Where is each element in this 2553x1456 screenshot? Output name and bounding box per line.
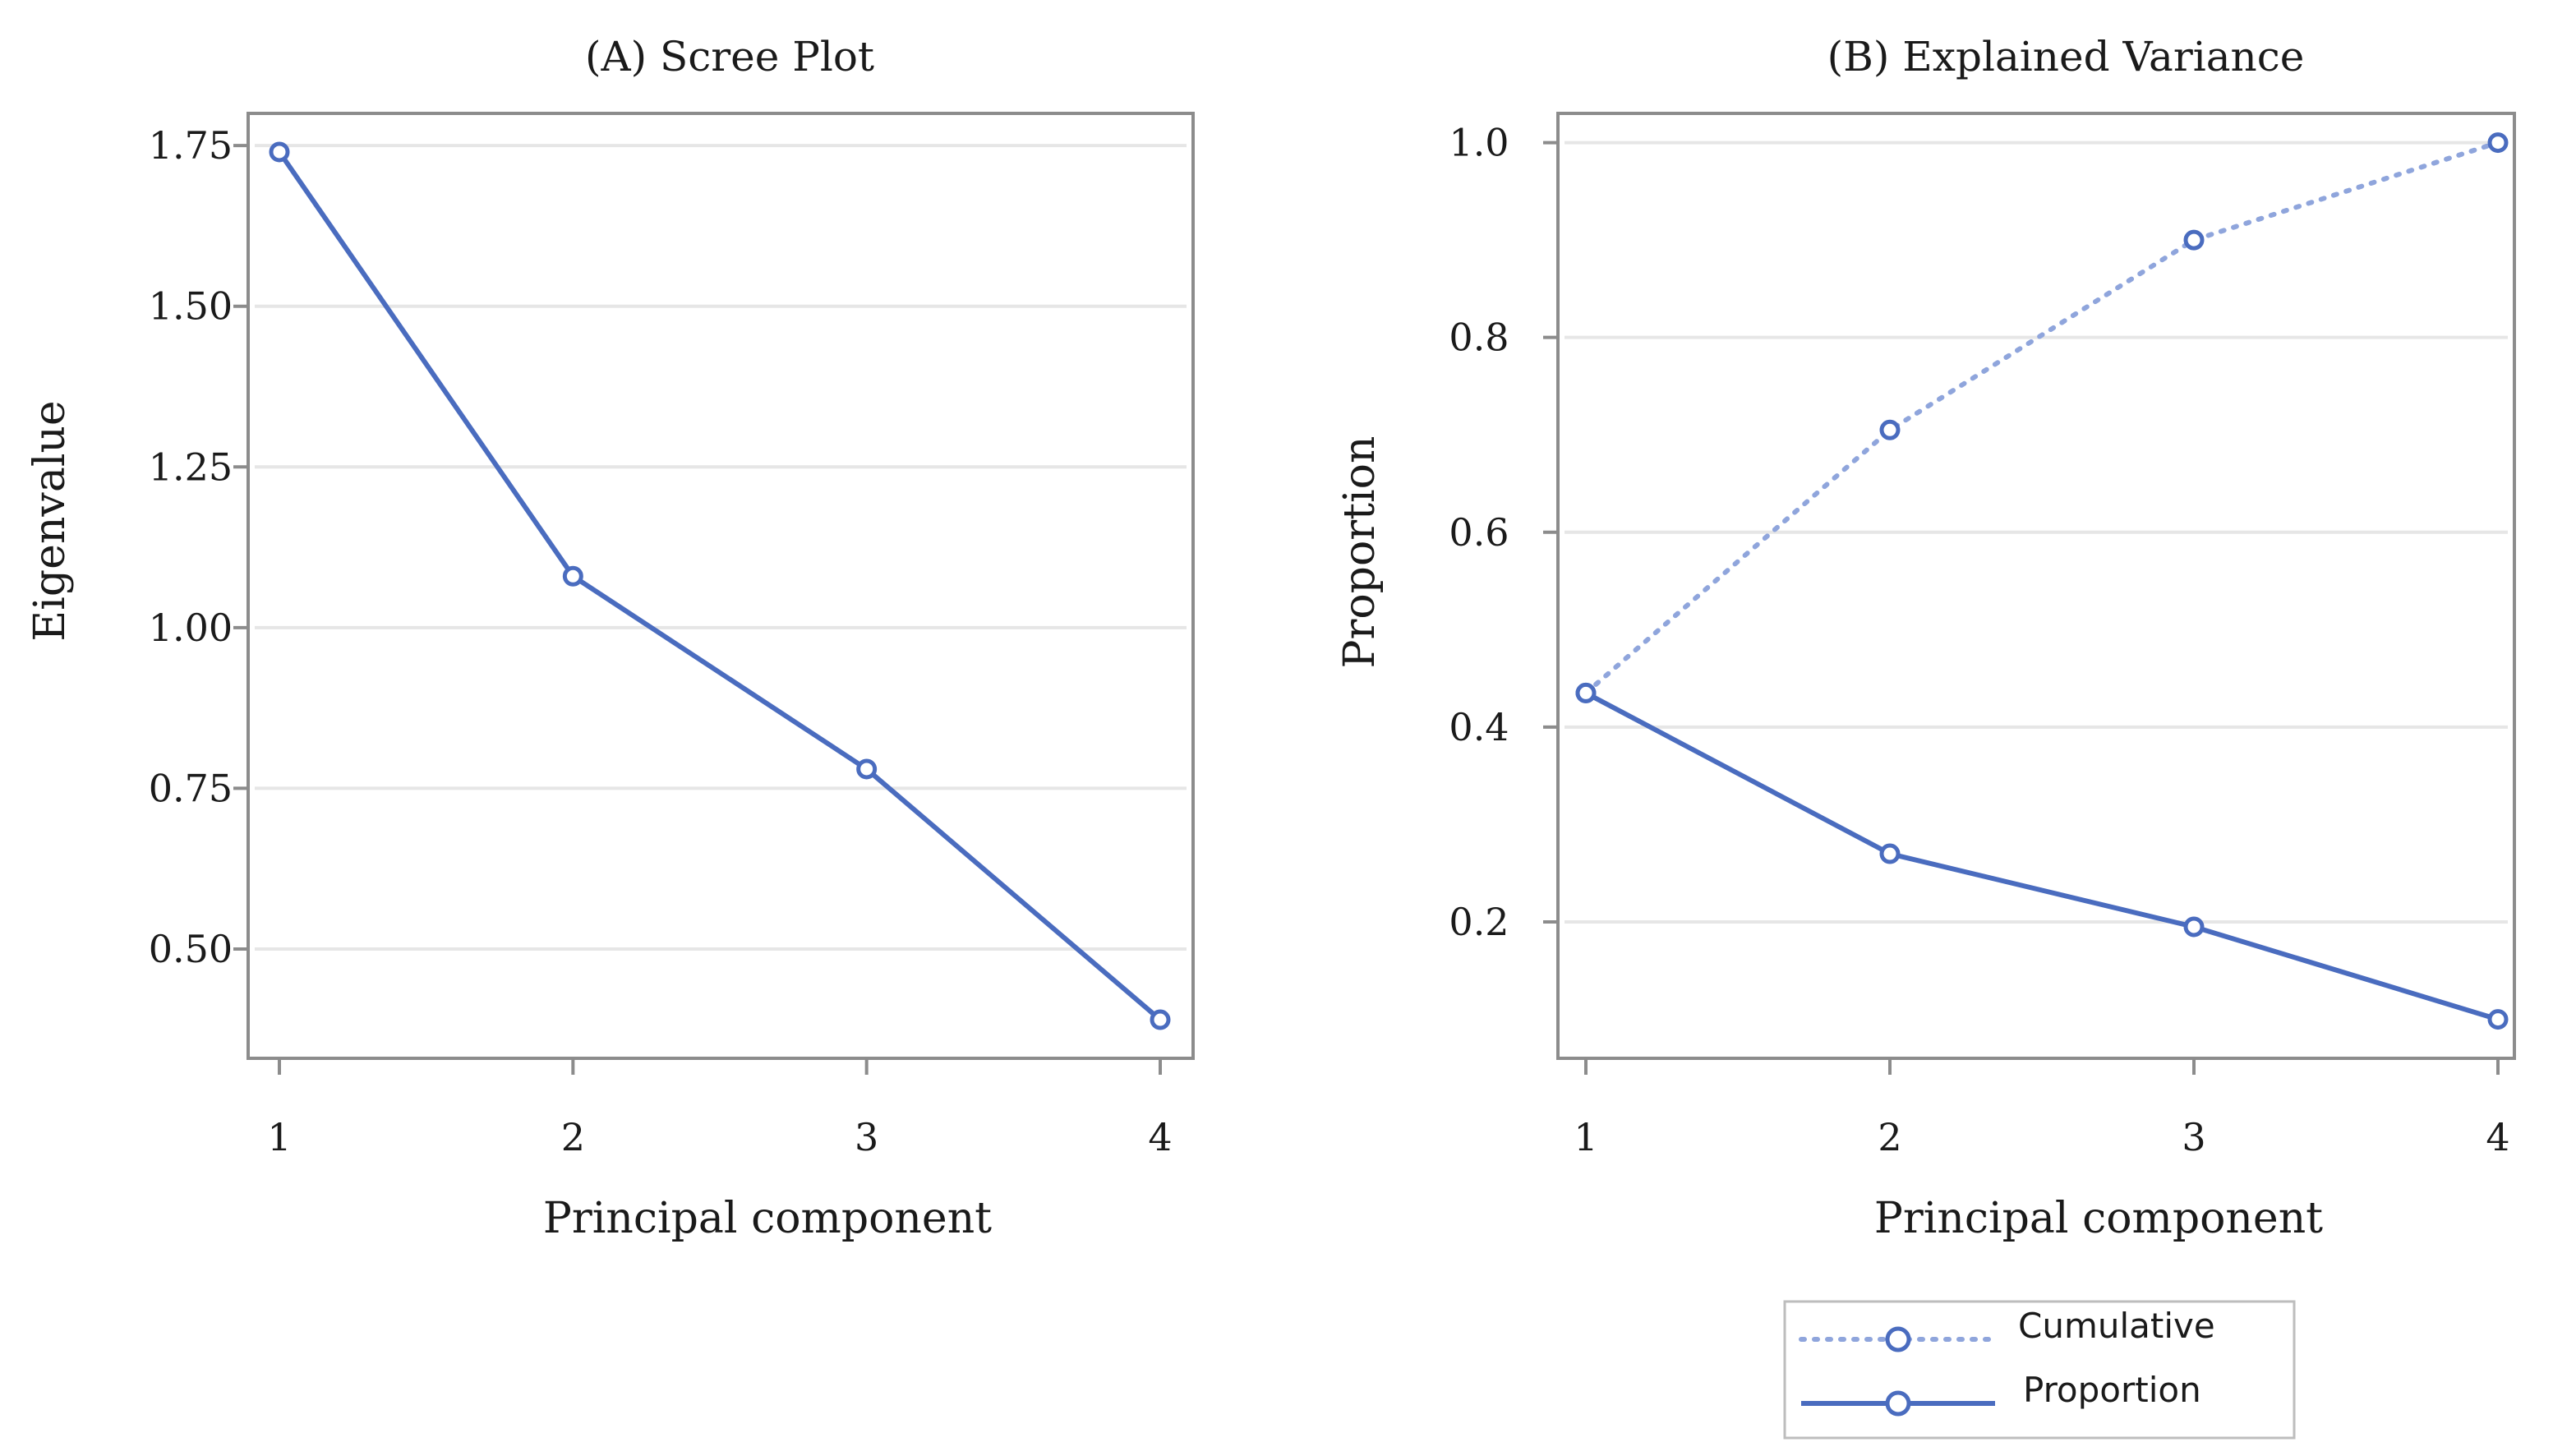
variance-proportion-point [1575, 682, 1597, 703]
scree-x-tick-label: 1 [267, 1115, 291, 1159]
variance-cumulative-point [2183, 229, 2205, 251]
scree-y-tick-label: 1.00 [149, 606, 233, 650]
variance-cumulative-line [1583, 140, 2500, 696]
explained-variance-x-ticks: 1 2 3 4 [1574, 1058, 2510, 1159]
scree-eigenvalue-point [269, 141, 290, 163]
variance-cumulative-point [2487, 132, 2509, 154]
legend-proportion-marker [1885, 1390, 1911, 1417]
legend-cumulative-marker [1885, 1326, 1911, 1352]
variance-proportion-point [2487, 1009, 2509, 1030]
explained-variance-grid [1565, 141, 2508, 924]
scree-plot-y-label: Eigenvalue [25, 400, 75, 641]
scree-plot-series [269, 141, 1171, 1030]
legend-cumulative-label: Cumulative [2018, 1306, 2215, 1346]
variance-x-tick-label: 2 [1878, 1115, 1901, 1159]
scree-x-tick-label: 4 [1148, 1115, 1172, 1159]
legend: Cumulative Proportion [1783, 1300, 2296, 1440]
variance-y-tick-label: 0.6 [1449, 510, 1509, 555]
explained-variance-y-label: Proportion [1335, 436, 1385, 669]
variance-proportion-point [2183, 916, 2205, 938]
variance-cumulative-point [1879, 419, 1901, 440]
scree-plot-title: (A) Scree Plot [585, 33, 874, 81]
scree-y-tick-label: 1.75 [149, 123, 233, 168]
legend-box [1783, 1300, 2296, 1440]
scree-y-tick-label: 1.50 [149, 284, 233, 329]
variance-proportion-line [1584, 690, 2499, 1022]
scree-plot-grid [255, 144, 1187, 951]
explained-variance-panel: (B) Explained Variance 0.2 0.4 0.6 0.8 1.0 1… [1335, 33, 2516, 1243]
variance-proportion-point [1879, 843, 1901, 864]
explained-variance-series [1575, 132, 2509, 1030]
explained-variance-title: (B) Explained Variance [1827, 33, 2305, 81]
scree-y-tick-label: 0.75 [149, 766, 233, 810]
scree-eigenvalue-point [856, 758, 878, 780]
variance-y-tick-label: 1.0 [1449, 121, 1509, 165]
variance-y-tick-label: 0.2 [1449, 900, 1509, 944]
variance-x-tick-label: 1 [1574, 1115, 1597, 1159]
scree-y-tick-label: 0.50 [149, 927, 233, 971]
scree-eigenvalue-point [562, 565, 583, 587]
explained-variance-frame [1556, 112, 2516, 1060]
scree-plot-y-ticks: 0.50 0.75 1.00 1.25 1.50 1.75 [149, 123, 248, 971]
scree-x-tick-label: 3 [855, 1115, 878, 1159]
scree-plot-x-ticks: 1 2 3 4 [267, 1058, 1173, 1159]
variance-y-tick-label: 0.4 [1449, 705, 1509, 749]
scree-eigenvalue-line [277, 150, 1162, 1022]
scree-plot-panel: (A) Scree Plot 0.500.751.001.251.501.75 … [25, 33, 1195, 1243]
legend-proportion-label: Proportion [2023, 1370, 2201, 1410]
scree-x-tick-label: 2 [561, 1115, 585, 1159]
variance-x-tick-label: 4 [2486, 1115, 2509, 1159]
explained-variance-x-label: Principal component [1874, 1194, 2323, 1243]
variance-x-tick-label: 3 [2182, 1115, 2205, 1159]
variance-y-tick-label: 0.8 [1449, 316, 1509, 360]
scree-plot-frame [247, 112, 1195, 1060]
scree-plot-x-label: Principal component [543, 1194, 992, 1243]
scree-eigenvalue-point [1150, 1009, 1171, 1030]
scree-y-tick-label: 1.25 [149, 445, 233, 489]
explained-variance-y-ticks: 0.2 0.4 0.6 0.8 1.0 [1449, 121, 1558, 944]
